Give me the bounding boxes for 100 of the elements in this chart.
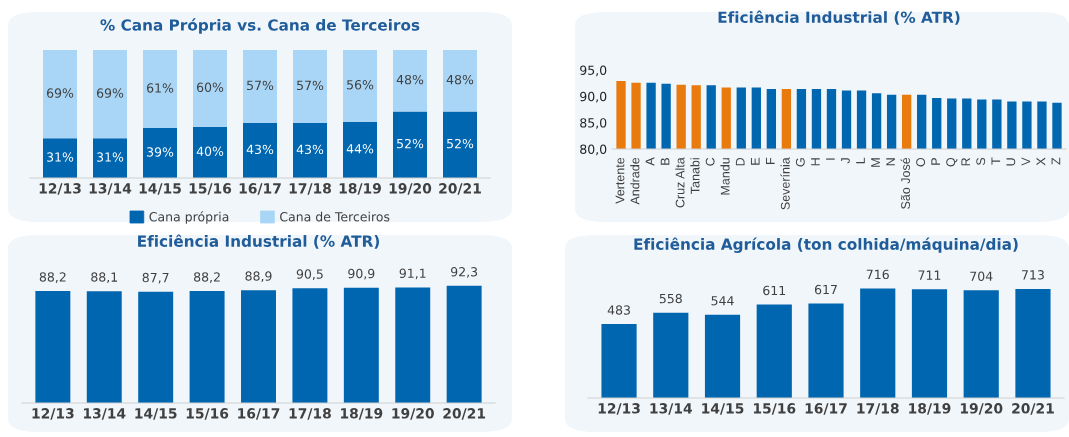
data-label: 88,2 bbox=[39, 272, 66, 283]
x-tick-label: 15/16 bbox=[753, 403, 796, 415]
x-tick-label: Mandu bbox=[720, 158, 730, 195]
x-tick-label: U bbox=[1006, 158, 1016, 166]
data-label: 91,1 bbox=[399, 268, 426, 280]
data-label: 52% bbox=[397, 138, 424, 149]
x-tick-label: V bbox=[1021, 157, 1031, 166]
x-tick-label: Cruz Alta bbox=[675, 157, 685, 208]
data-label: 90,9 bbox=[348, 268, 375, 280]
x-tick-label: 16/17 bbox=[805, 403, 847, 415]
x-tick-label: 12/13 bbox=[598, 403, 640, 415]
x-tick-label: 17/18 bbox=[289, 183, 331, 195]
data-label: 88,2 bbox=[194, 272, 220, 283]
x-tick-label: R bbox=[961, 157, 971, 166]
x-tick-label: P bbox=[931, 157, 940, 165]
bar bbox=[93, 138, 127, 178]
x-tick-label: O bbox=[916, 157, 926, 167]
bar bbox=[1015, 288, 1051, 398]
x-tick-label: A bbox=[645, 157, 655, 166]
data-label: 31% bbox=[97, 152, 124, 162]
x-tick-label: 20/21 bbox=[439, 183, 481, 195]
data-label: 56% bbox=[347, 80, 374, 90]
y-tick-label: 80,0 bbox=[580, 144, 607, 156]
bar bbox=[860, 288, 896, 398]
x-tick-label: H bbox=[811, 158, 820, 166]
bar bbox=[601, 324, 637, 398]
data-label: 90,5 bbox=[296, 269, 323, 281]
x-tick-label: 13/14 bbox=[650, 403, 693, 415]
bar bbox=[963, 290, 999, 398]
data-label: 69% bbox=[46, 88, 74, 98]
data-label: 69% bbox=[96, 88, 124, 98]
bar bbox=[193, 126, 227, 178]
data-label: 544 bbox=[711, 296, 734, 306]
data-label: 44% bbox=[346, 144, 374, 154]
x-tick-label: 14/15 bbox=[702, 403, 744, 415]
bar bbox=[343, 121, 377, 178]
x-tick-label: 19/20 bbox=[389, 183, 432, 195]
bar bbox=[293, 122, 327, 178]
x-tick-label: 17/18 bbox=[857, 403, 899, 415]
bar bbox=[243, 122, 277, 178]
bar bbox=[143, 50, 177, 129]
x-tick-label: 14/15 bbox=[139, 183, 181, 195]
data-label: 40% bbox=[196, 146, 224, 157]
data-label: 704 bbox=[970, 271, 993, 281]
x-tick-label: 20/21 bbox=[1012, 403, 1054, 415]
bar bbox=[704, 314, 741, 398]
data-label: 611 bbox=[763, 285, 786, 296]
chart-title: % Cana Própria vs. Cana de Terceiros bbox=[100, 18, 420, 34]
x-tick-label: Severínia bbox=[780, 157, 790, 210]
x-tick-label: 19/20 bbox=[392, 408, 434, 420]
x-tick-label: G bbox=[795, 158, 805, 167]
x-tick-label: D bbox=[735, 157, 745, 166]
data-label: 87,7 bbox=[142, 272, 169, 284]
data-label: 39% bbox=[147, 147, 174, 157]
x-tick-label: São José bbox=[900, 157, 910, 209]
x-tick-label: Vertente bbox=[615, 157, 625, 204]
bar bbox=[393, 111, 427, 178]
x-tick-label: 20/21 bbox=[443, 408, 486, 420]
x-tick-label: E bbox=[750, 157, 760, 165]
data-label: 48% bbox=[446, 74, 474, 85]
data-label: 48% bbox=[396, 74, 424, 85]
bar bbox=[443, 111, 477, 178]
data-label: 60% bbox=[196, 82, 224, 93]
chart-title: Eficiência Agrícola (ton colhida/máquina/dia) bbox=[634, 237, 1018, 253]
x-tick-label: L bbox=[856, 157, 865, 164]
bar bbox=[293, 50, 327, 123]
x-tick-label: 18/19 bbox=[909, 403, 951, 415]
x-tick-label: Q bbox=[946, 157, 958, 167]
data-label: 711 bbox=[918, 270, 941, 280]
x-tick-label: Z bbox=[1051, 157, 1061, 165]
x-tick-label: N bbox=[886, 158, 895, 166]
legend-label: Cana própria bbox=[149, 211, 229, 224]
data-label: 716 bbox=[866, 269, 889, 280]
data-label: 57% bbox=[247, 80, 274, 91]
y-tick-label: 95,0 bbox=[580, 65, 607, 77]
x-tick-label: C bbox=[705, 157, 715, 166]
bar bbox=[193, 50, 227, 127]
x-tick-label: 15/16 bbox=[189, 183, 232, 195]
bar bbox=[243, 50, 277, 123]
data-label: 52% bbox=[447, 138, 474, 149]
x-tick-label: Tanabi bbox=[690, 158, 700, 194]
x-tick-label: X bbox=[1036, 157, 1046, 166]
x-tick-label: S bbox=[976, 157, 986, 166]
data-label: 88,1 bbox=[91, 272, 118, 284]
y-tick-label: 85,0 bbox=[580, 118, 607, 129]
data-label: 57% bbox=[297, 80, 324, 91]
x-tick-label: 12/13 bbox=[32, 408, 74, 420]
bar bbox=[756, 304, 792, 398]
x-tick-label: J bbox=[841, 158, 850, 164]
x-tick-label: 19/20 bbox=[960, 403, 1003, 415]
chart-title: Eficiência Industrial (% ATR) bbox=[718, 10, 960, 25]
x-tick-label: B bbox=[660, 157, 670, 165]
bar bbox=[443, 50, 477, 112]
data-label: 617 bbox=[814, 284, 837, 295]
x-tick-label: 12/13 bbox=[39, 183, 81, 195]
x-tick-label: M bbox=[871, 158, 880, 167]
bar bbox=[911, 289, 948, 398]
x-tick-label: 17/18 bbox=[289, 408, 331, 420]
bar bbox=[43, 138, 77, 178]
x-tick-label: 14/15 bbox=[135, 408, 177, 420]
